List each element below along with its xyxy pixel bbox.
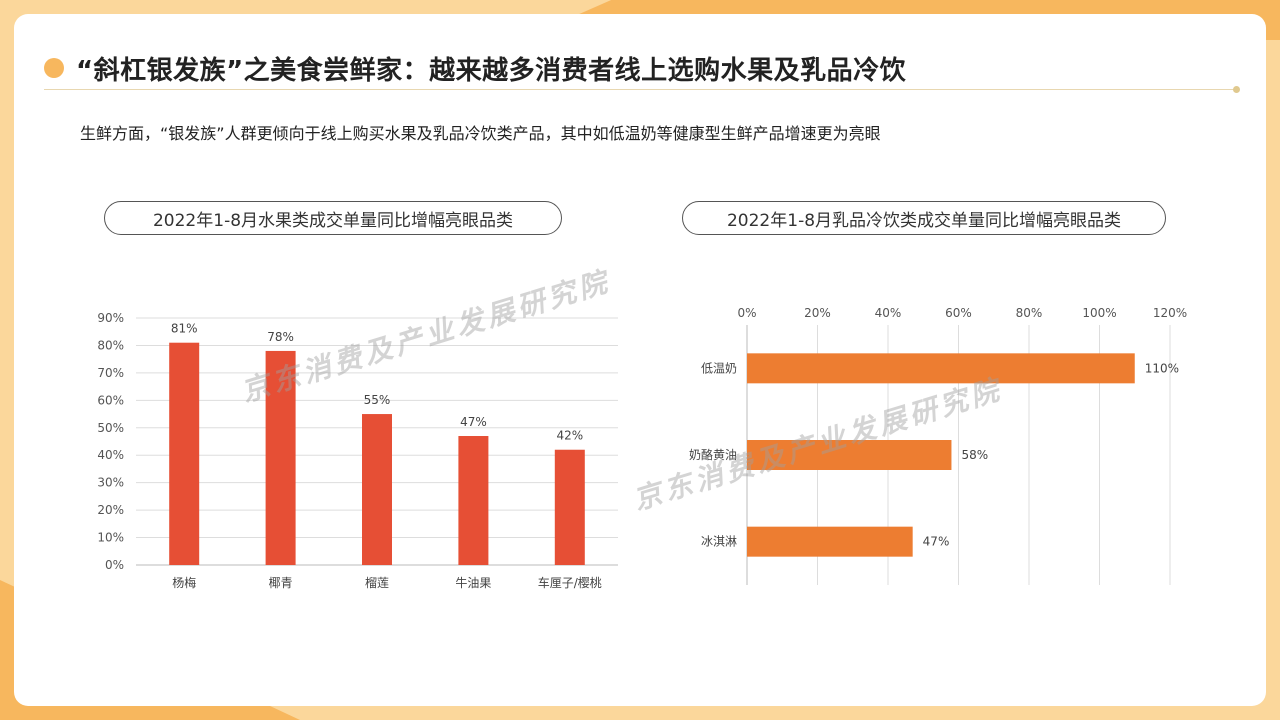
x-tick-label: 60% bbox=[945, 306, 972, 320]
bar bbox=[747, 440, 952, 470]
y-tick-label: 70% bbox=[97, 366, 124, 380]
bar bbox=[458, 436, 489, 565]
title-divider bbox=[44, 89, 1234, 90]
fruit-chart-title: 2022年1-8月水果类成交单量同比增幅亮眼品类 bbox=[104, 201, 562, 235]
data-label: 110% bbox=[1145, 361, 1179, 375]
x-tick-label: 车厘子/樱桃 bbox=[538, 575, 602, 590]
y-tick-label: 90% bbox=[97, 311, 124, 325]
x-tick-label: 榴莲 bbox=[365, 576, 389, 590]
y-tick-label: 80% bbox=[97, 338, 124, 352]
fruit-bar-chart: 0% 10% 20% 30% 40% 50% 60% 70% 80% 90% 81% 杨梅 78% 椰青 5… bbox=[97, 311, 618, 590]
bar bbox=[265, 350, 296, 565]
bar bbox=[747, 353, 1135, 384]
x-tick-label: 120% bbox=[1153, 306, 1187, 320]
title-divider-dot bbox=[1233, 86, 1240, 93]
data-label: 55% bbox=[364, 393, 391, 407]
y-tick-label: 40% bbox=[97, 448, 124, 462]
x-tick-label: 80% bbox=[1016, 306, 1043, 320]
x-tick-label: 椰青 bbox=[269, 575, 293, 590]
dairy-chart-title: 2022年1-8月乳品冷饮类成交单量同比增幅亮眼品类 bbox=[682, 201, 1166, 235]
page-title: “斜杠银发族”之美食尝鲜家：越来越多消费者线上选购水果及乳品冷饮 bbox=[76, 56, 907, 86]
page-subtitle: 生鲜方面，“银发族”人群更倾向于线上购买水果及乳品冷饮类产品，其中如低温奶等健康… bbox=[80, 124, 881, 143]
y-tick-label: 30% bbox=[97, 476, 124, 490]
x-tick-label: 杨梅 bbox=[172, 575, 196, 590]
title-bullet-icon bbox=[44, 58, 64, 78]
y-tick-label: 50% bbox=[97, 421, 124, 435]
y-tick-label: 奶酪黄油 bbox=[689, 447, 737, 462]
x-tick-label: 牛油果 bbox=[455, 575, 491, 590]
bar bbox=[169, 342, 200, 565]
y-tick-label: 20% bbox=[97, 503, 124, 517]
y-tick-label: 冰淇淋 bbox=[701, 535, 737, 549]
data-label: 58% bbox=[961, 448, 988, 462]
data-label: 78% bbox=[267, 330, 294, 344]
x-tick-label: 40% bbox=[875, 306, 902, 320]
y-tick-label: 0% bbox=[105, 558, 124, 572]
data-label: 42% bbox=[556, 429, 583, 443]
bar bbox=[747, 526, 913, 557]
dairy-bar-chart: 0% 20% 40% 60% 80% 100% 120% 110% 低温奶 58% 奶酪黄油 47% 冰… bbox=[689, 306, 1187, 585]
x-tick-label: 0% bbox=[737, 306, 756, 320]
bar bbox=[362, 414, 392, 565]
data-label: 47% bbox=[923, 535, 950, 549]
x-tick-label: 20% bbox=[804, 306, 831, 320]
y-tick-label: 10% bbox=[97, 531, 124, 545]
bar bbox=[554, 449, 585, 565]
x-tick-label: 100% bbox=[1082, 306, 1116, 320]
y-tick-label: 60% bbox=[97, 393, 124, 407]
data-label: 47% bbox=[460, 415, 487, 429]
y-tick-label: 低温奶 bbox=[701, 361, 737, 375]
data-label: 81% bbox=[171, 322, 198, 336]
